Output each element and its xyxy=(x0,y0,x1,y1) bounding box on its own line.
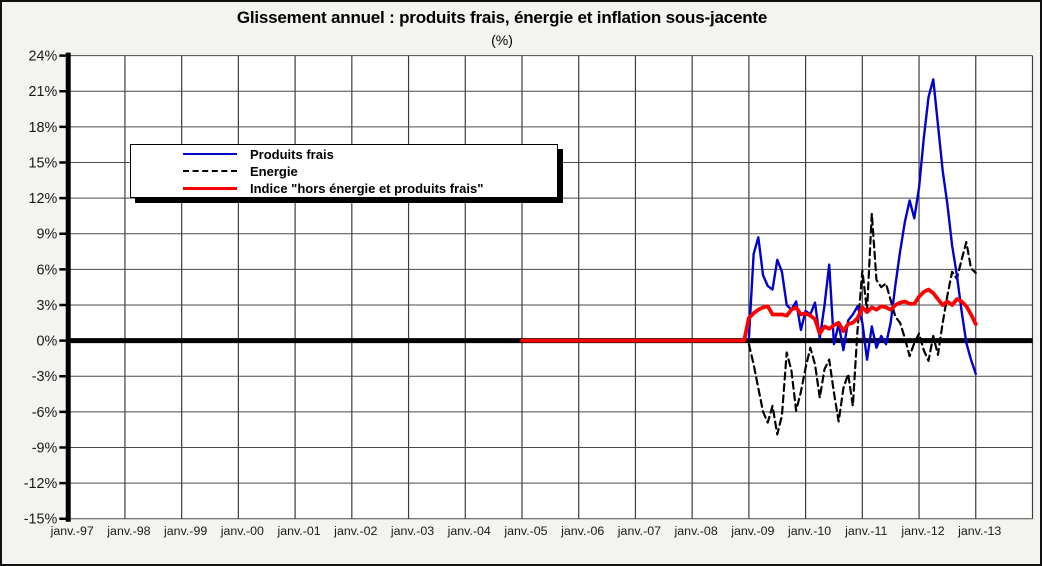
y-tick-label: 12% xyxy=(29,191,58,207)
x-tick-label: janv.-97 xyxy=(50,524,94,538)
y-tick-label: -9% xyxy=(32,440,58,456)
series-line-produits-frais xyxy=(747,78,977,376)
legend-label: Energie xyxy=(250,163,298,179)
x-tick-label: janv.-07 xyxy=(617,524,661,538)
y-tick-label: 15% xyxy=(29,155,58,171)
series-line-energie xyxy=(747,212,977,436)
x-tick-label: janv.-99 xyxy=(163,524,207,538)
x-tick-label: janv.-98 xyxy=(106,524,150,538)
x-tick-label: janv.-03 xyxy=(390,524,434,538)
y-tick-label: -3% xyxy=(32,369,58,385)
x-tick-label: janv.-12 xyxy=(900,524,944,538)
y-tick-label: -6% xyxy=(32,405,58,421)
x-tick-label: janv.-11 xyxy=(844,524,887,538)
x-tick-label: janv.-10 xyxy=(787,524,831,538)
x-tick-label: janv.-00 xyxy=(220,524,264,538)
y-tick-label: -15% xyxy=(24,512,58,528)
y-tick-label: 0% xyxy=(37,334,58,350)
legend-label: Produits frais xyxy=(250,146,334,162)
series-line-indice-hors-nergie-et-produits-frais xyxy=(520,287,978,343)
y-tick-label: -12% xyxy=(24,476,58,492)
legend-item: Energie xyxy=(131,163,557,180)
x-tick-label: janv.-01 xyxy=(276,524,320,538)
x-tick-label: janv.-02 xyxy=(333,524,377,538)
y-tick-label: 9% xyxy=(37,227,58,243)
y-tick-label: 18% xyxy=(29,120,58,136)
legend-box: Produits frais Energie Indice "hors énergi… xyxy=(130,144,558,198)
legend-item: Produits frais xyxy=(131,146,557,163)
y-tick-label: 6% xyxy=(37,262,58,278)
y-tick-label: 21% xyxy=(29,84,58,100)
x-tick-label: janv.-09 xyxy=(730,524,774,538)
legend-line-sample-icon xyxy=(183,170,237,172)
legend-label: Indice "hors énergie et produits frais" xyxy=(250,180,484,196)
plot-background-layer xyxy=(68,55,1033,519)
tick-labels-layer: 24% 21% 18% 15% 12% 9% 6% 3% 0% -3% -6% -9% -12% -15%… xyxy=(24,49,1002,539)
y-tick-label: 24% xyxy=(29,49,58,65)
legend-line-sample-icon xyxy=(183,153,237,155)
plot-area xyxy=(68,55,1033,519)
x-tick-label: janv.-13 xyxy=(957,524,1001,538)
chart-subtitle: (%) xyxy=(491,32,513,48)
x-tick-label: janv.-08 xyxy=(674,524,718,538)
series-layer xyxy=(520,78,978,436)
legend-line-sample-icon xyxy=(183,186,237,190)
x-tick-label: janv.-04 xyxy=(447,524,491,538)
legend-item: Indice "hors énergie et produits frais" xyxy=(131,180,557,197)
chart-title: Glissement annuel : produits frais, éner… xyxy=(236,8,768,27)
y-tick-label: 3% xyxy=(37,298,58,314)
axes-layer xyxy=(59,52,71,522)
x-tick-label: janv.-06 xyxy=(560,524,604,538)
x-tick-label: janv.-05 xyxy=(503,524,547,538)
